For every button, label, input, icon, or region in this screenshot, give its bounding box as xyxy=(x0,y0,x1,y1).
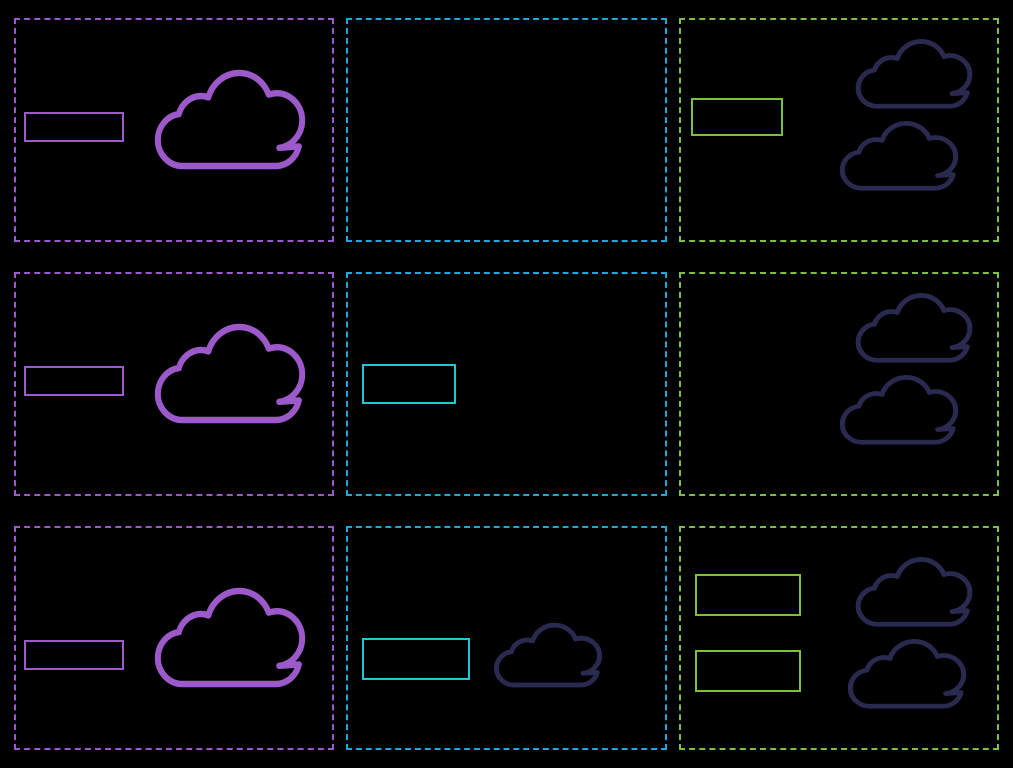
grid-cell xyxy=(679,272,999,496)
grid-cell xyxy=(14,18,334,242)
cloud-icon xyxy=(833,374,965,452)
diagram-grid xyxy=(0,0,1013,768)
rect-shape xyxy=(691,98,783,136)
rect-shape xyxy=(24,640,124,670)
cloud-icon xyxy=(833,120,965,198)
grid-cell xyxy=(346,18,666,242)
grid-cell xyxy=(679,526,999,750)
rect-shape xyxy=(24,112,124,142)
cloud-icon xyxy=(849,556,979,634)
cloud-icon xyxy=(488,622,608,694)
cloud-icon xyxy=(849,292,979,370)
rect-shape xyxy=(695,650,801,692)
rect-shape xyxy=(362,364,456,404)
cloud-icon xyxy=(146,586,314,698)
rect-shape xyxy=(362,638,470,680)
cloud-icon xyxy=(146,68,314,180)
rect-shape xyxy=(24,366,124,396)
cloud-icon xyxy=(146,322,314,434)
grid-cell xyxy=(14,272,334,496)
grid-cell xyxy=(679,18,999,242)
cloud-icon xyxy=(841,638,973,716)
cloud-icon xyxy=(849,38,979,116)
rect-shape xyxy=(695,574,801,616)
grid-cell xyxy=(346,272,666,496)
grid-cell xyxy=(346,526,666,750)
grid-cell xyxy=(14,526,334,750)
